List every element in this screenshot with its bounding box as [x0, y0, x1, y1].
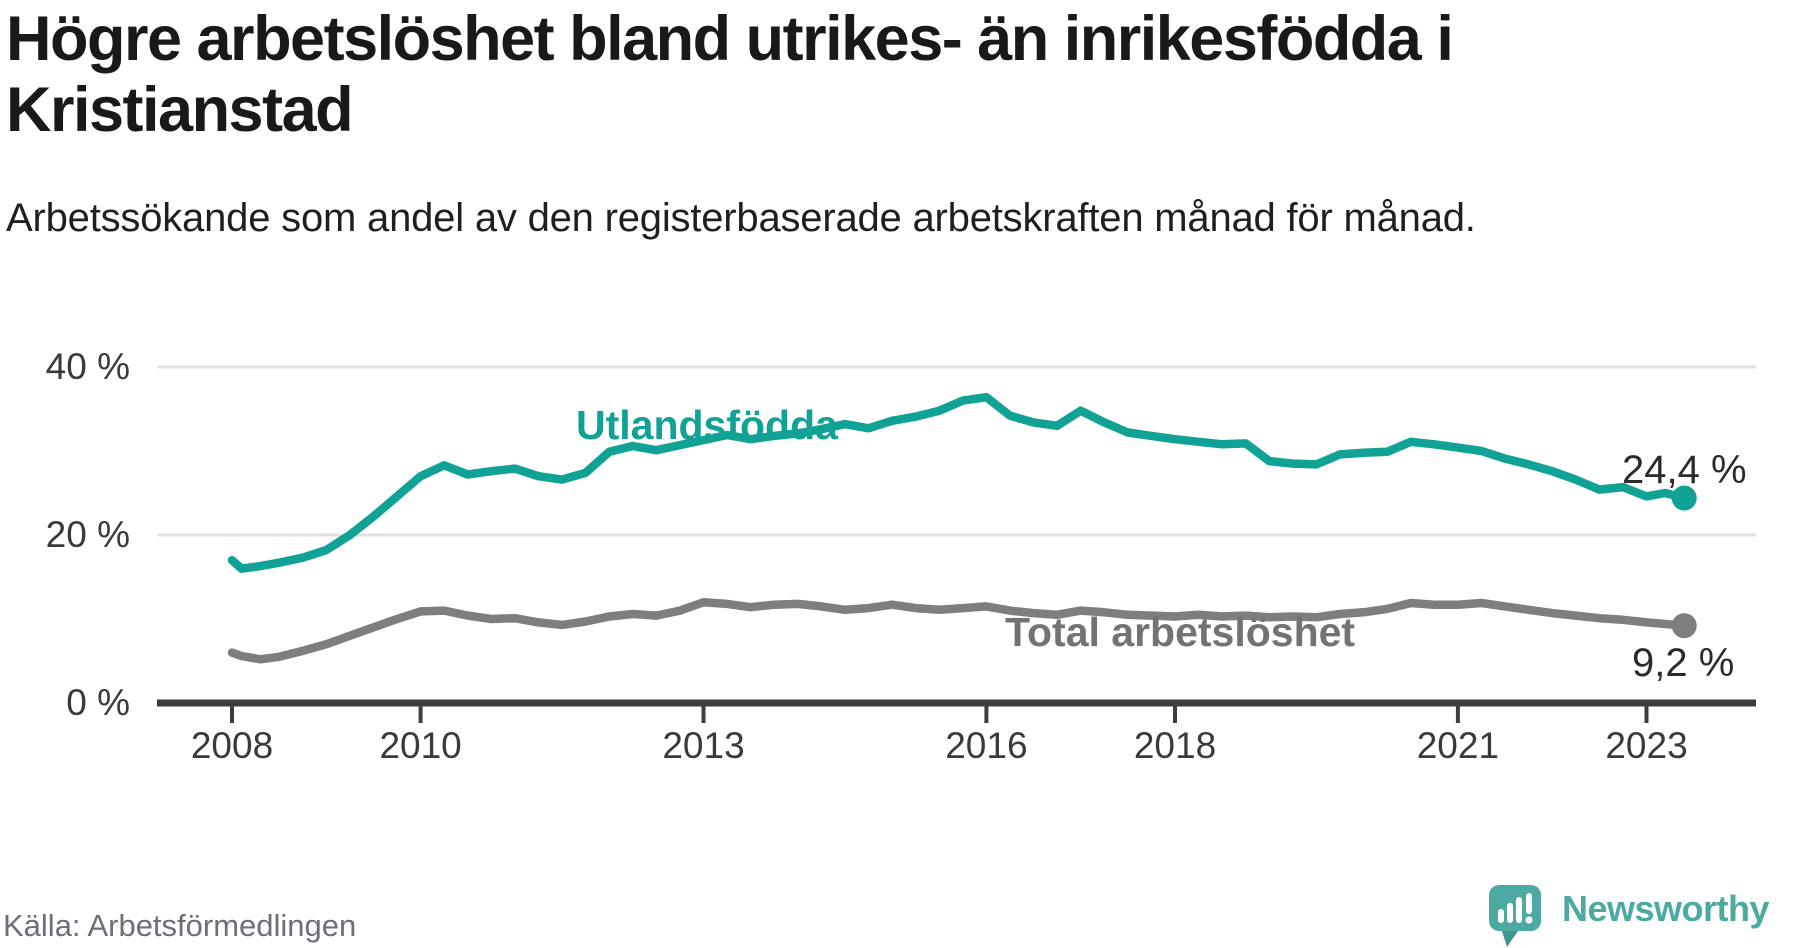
x-tick-label-2018: 2018 — [1133, 725, 1217, 766]
end-value-utlandsfodda: 24,4 % — [1622, 448, 1747, 492]
line-1 — [227, 597, 1689, 664]
brand-name: Newsworthy — [1562, 888, 1770, 929]
end-dot-1 — [1671, 613, 1697, 639]
logo-exclamation-dot — [1525, 916, 1533, 924]
tick-2008 — [230, 706, 234, 723]
line-0 — [227, 392, 1689, 573]
page-title: Högre arbetslöshet bland utrikes- än inr… — [6, 4, 1454, 145]
x-tick-label-2016: 2016 — [945, 725, 1028, 766]
tick-2021 — [1455, 706, 1460, 723]
data-series — [227, 392, 1697, 664]
series-label-total: Total arbetslöshet — [1005, 609, 1356, 655]
y-tick-label-20: 20 % — [45, 514, 130, 555]
newsworthy-logo: Newsworthy — [1488, 884, 1770, 948]
tick-2023 — [1644, 706, 1649, 723]
y-tick-label-0: 0 % — [66, 682, 130, 723]
series-label-utlandsfodda: Utlandsfödda — [576, 402, 838, 448]
source-note: Källa: Arbetsförmedlingen — [3, 908, 357, 943]
x-axis — [157, 699, 1756, 723]
x-tick-label-2008: 2008 — [190, 725, 274, 766]
gridlines — [157, 365, 1756, 537]
tick-2010 — [418, 706, 423, 723]
x-tick-label-2010: 2010 — [379, 725, 462, 766]
logo-exclamation-bar — [1526, 893, 1532, 914]
tick-2013 — [701, 706, 706, 723]
logo-bar-2 — [1507, 903, 1513, 923]
end-value-total: 9,2 % — [1632, 641, 1735, 685]
x-tick-label-2013: 2013 — [662, 725, 745, 766]
logo-bubble-icon — [1489, 885, 1541, 947]
x-tick-label-2023: 2023 — [1605, 725, 1688, 766]
logo-bar-3 — [1516, 897, 1522, 923]
logo-bar-1 — [1498, 909, 1504, 923]
tick-2016 — [984, 706, 989, 723]
chart-subtitle: Arbetssökande som andel av den registerb… — [6, 196, 1476, 240]
y-tick-label-40: 40 % — [45, 346, 130, 387]
tick-2018 — [1173, 706, 1177, 723]
end-dot-0 — [1671, 485, 1697, 511]
x-tick-label-2021: 2021 — [1416, 725, 1500, 766]
